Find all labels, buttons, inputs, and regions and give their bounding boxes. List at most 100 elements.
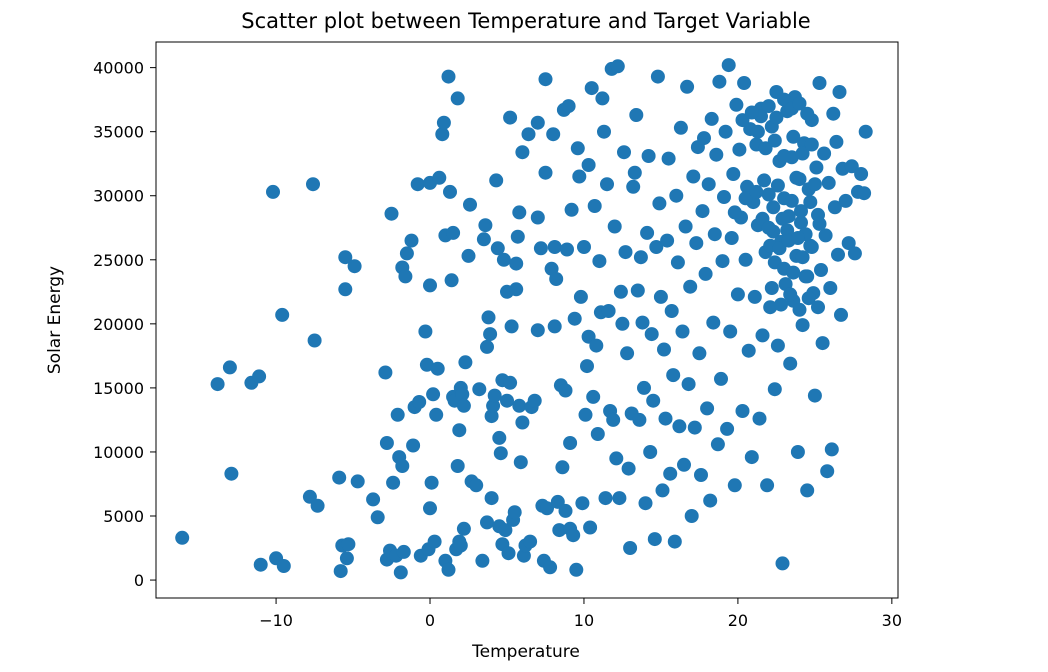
data-point xyxy=(795,318,810,333)
data-point xyxy=(655,483,670,498)
data-point xyxy=(561,99,576,114)
data-point xyxy=(626,179,641,194)
data-point xyxy=(492,430,507,445)
data-point xyxy=(610,59,625,74)
data-point xyxy=(831,247,845,262)
data-point xyxy=(523,534,538,549)
data-point xyxy=(419,357,434,372)
data-point xyxy=(832,85,847,99)
data-point xyxy=(812,76,827,90)
data-point xyxy=(589,338,604,353)
data-point xyxy=(815,336,830,351)
data-point xyxy=(790,445,805,459)
data-points xyxy=(175,58,873,580)
data-point xyxy=(398,269,413,284)
data-point xyxy=(521,127,536,142)
data-point xyxy=(620,346,635,361)
data-point xyxy=(780,223,795,238)
data-point xyxy=(857,186,872,201)
data-point xyxy=(650,69,665,84)
data-point xyxy=(512,398,527,413)
data-point xyxy=(800,106,815,121)
data-point xyxy=(735,113,750,128)
data-point xyxy=(338,250,353,265)
data-point xyxy=(558,503,573,518)
data-point xyxy=(658,411,673,426)
data-point xyxy=(692,346,707,361)
data-point xyxy=(307,333,322,348)
data-point xyxy=(750,124,765,139)
data-point xyxy=(453,538,468,553)
data-point xyxy=(613,284,628,299)
data-point xyxy=(584,81,599,96)
data-point xyxy=(758,141,773,156)
data-point xyxy=(766,200,781,215)
data-point xyxy=(498,523,513,538)
data-point xyxy=(384,206,399,221)
data-point xyxy=(456,398,471,413)
data-point xyxy=(481,310,496,325)
data-point xyxy=(590,427,605,441)
data-point xyxy=(581,158,596,172)
data-point xyxy=(641,149,656,163)
data-point xyxy=(538,165,553,180)
data-point xyxy=(844,159,859,174)
data-point xyxy=(436,115,451,130)
data-point xyxy=(657,342,671,357)
data-point xyxy=(500,393,514,408)
data-point xyxy=(807,388,822,403)
data-point xyxy=(503,375,518,390)
y-tick-label: 20000 xyxy=(93,315,144,334)
data-point xyxy=(570,141,585,156)
data-point xyxy=(803,195,818,210)
data-point xyxy=(598,491,613,506)
data-point xyxy=(747,289,762,304)
data-point xyxy=(772,241,787,256)
data-point xyxy=(426,387,441,402)
y-tick-label: 15000 xyxy=(93,379,144,398)
data-point xyxy=(450,459,465,473)
data-point xyxy=(549,272,564,286)
data-point xyxy=(607,219,622,234)
data-point xyxy=(663,466,678,481)
data-point xyxy=(617,145,631,160)
y-axis: 0 5000 10000 15000 20000 25000 30000 35000 40000 xyxy=(93,59,156,590)
data-point xyxy=(490,241,505,256)
data-point xyxy=(827,200,842,215)
data-point xyxy=(597,124,611,139)
data-point xyxy=(666,368,681,383)
data-point xyxy=(489,173,504,188)
data-point xyxy=(681,377,696,392)
data-point xyxy=(673,120,688,135)
data-point xyxy=(789,170,804,185)
data-point xyxy=(418,324,433,339)
data-point xyxy=(738,252,753,267)
data-point xyxy=(834,307,848,322)
data-point xyxy=(647,532,662,547)
data-point xyxy=(709,147,724,162)
data-point xyxy=(732,142,747,157)
data-point xyxy=(726,167,741,181)
data-point xyxy=(480,515,494,530)
data-point xyxy=(496,252,511,267)
data-point xyxy=(483,327,498,342)
x-tick-label: 0 xyxy=(425,611,435,630)
data-point xyxy=(826,106,841,121)
data-point xyxy=(795,146,810,161)
data-point xyxy=(720,421,735,436)
data-point xyxy=(275,307,290,322)
data-point xyxy=(644,327,659,342)
data-point xyxy=(632,412,647,427)
data-point xyxy=(678,219,693,234)
data-point xyxy=(752,411,767,426)
data-point xyxy=(563,436,578,450)
x-tick-label: 10 xyxy=(574,611,594,630)
data-point xyxy=(667,534,682,549)
data-point xyxy=(432,170,447,185)
data-point xyxy=(660,233,675,248)
data-point xyxy=(253,557,268,572)
data-point xyxy=(510,229,525,244)
data-point xyxy=(735,404,750,418)
data-point xyxy=(800,269,815,284)
data-point xyxy=(395,459,410,473)
